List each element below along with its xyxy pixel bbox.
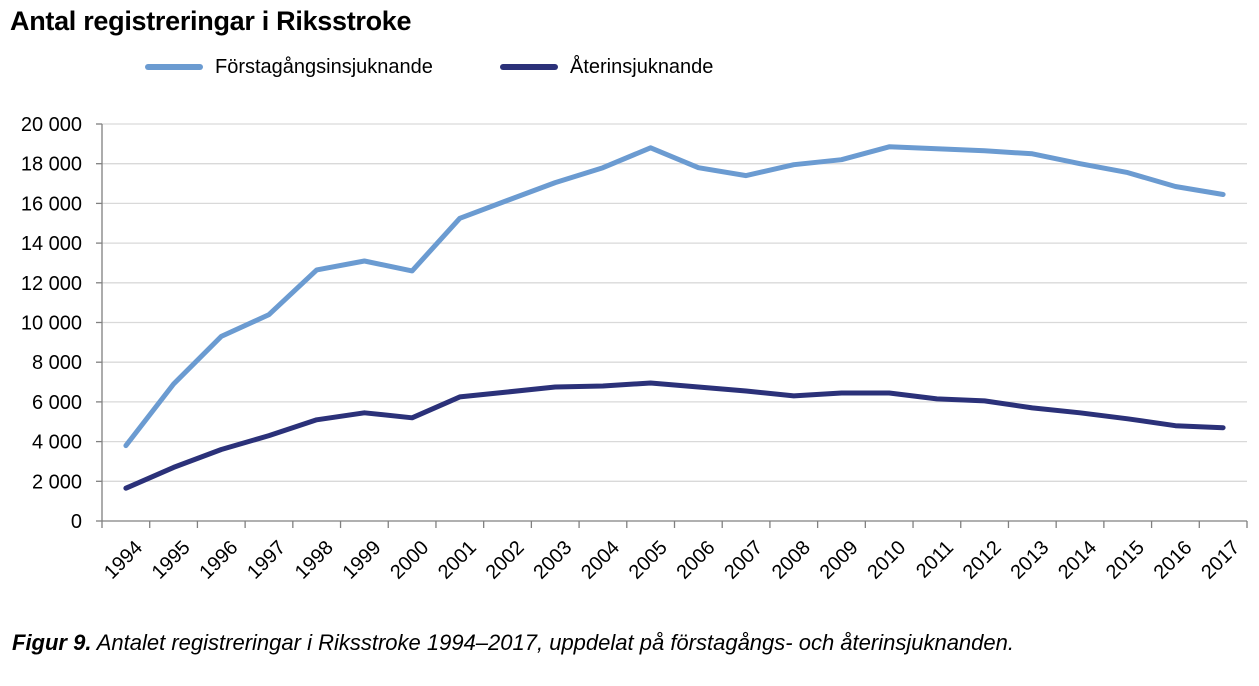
legend-label-first-time: Förstagångsinsjuknande xyxy=(215,55,433,78)
x-tick-label: 2010 xyxy=(863,537,910,584)
x-tick-label: 1996 xyxy=(195,537,242,584)
caption-label: Figur 9. xyxy=(12,630,92,655)
x-tick-label: 2012 xyxy=(959,537,1006,584)
y-tick-label: 20 000 xyxy=(21,114,82,136)
y-tick-label: 8 000 xyxy=(32,352,82,374)
x-tick-label: 2013 xyxy=(1006,537,1053,584)
y-tick-label: 12 000 xyxy=(21,273,82,295)
y-tick-label: 10 000 xyxy=(21,313,82,335)
x-tick-label: 2007 xyxy=(720,537,767,584)
series-line-0 xyxy=(123,144,1226,449)
x-tick-label: 2014 xyxy=(1054,537,1101,584)
x-tick-label: 2008 xyxy=(768,537,815,584)
y-tick-label: 14 000 xyxy=(21,233,82,255)
x-tick-label: 1994 xyxy=(100,537,147,584)
y-tick-label: 6 000 xyxy=(32,392,82,414)
legend-label-recurrent: Återinsjuknande xyxy=(570,55,714,78)
x-tick-label: 2011 xyxy=(912,537,958,583)
x-tick-label: 1995 xyxy=(148,537,195,584)
legend: Förstagångsinsjuknande Återinsjuknande xyxy=(0,52,800,82)
x-tick-label: 2017 xyxy=(1197,537,1244,584)
y-tick-label: 18 000 xyxy=(21,154,82,176)
x-tick-label: 2002 xyxy=(482,537,529,584)
x-tick-label: 2003 xyxy=(529,537,576,584)
legend-swatch-recurrent xyxy=(500,64,558,70)
legend-item-first-time: Förstagångsinsjuknande xyxy=(145,52,433,82)
x-tick-label: 1998 xyxy=(291,537,338,584)
x-tick-label: 1999 xyxy=(339,537,386,584)
y-tick-label: 0 xyxy=(71,511,82,533)
legend-item-recurrent: Återinsjuknande xyxy=(500,52,713,82)
x-tick-label: 2016 xyxy=(1150,537,1197,584)
y-tick-label: 2 000 xyxy=(32,471,82,493)
caption-text: Antalet registreringar i Riksstroke 1994… xyxy=(91,630,1014,655)
x-tick-label: 1997 xyxy=(243,537,290,584)
y-tick-label: 16 000 xyxy=(21,193,82,215)
chart-title: Antal registreringar i Riksstroke xyxy=(10,6,412,36)
figure-caption: Figur 9. Antalet registreringar i Riksst… xyxy=(12,630,1014,656)
x-tick-label: 2001 xyxy=(434,537,481,584)
x-tick-label: 2015 xyxy=(1102,537,1149,584)
legend-swatch-first-time xyxy=(145,64,203,70)
x-tick-label: 2009 xyxy=(816,537,863,584)
series-line-1 xyxy=(123,380,1226,491)
x-tick-label: 2004 xyxy=(577,537,624,584)
x-tick-label: 2005 xyxy=(625,537,672,584)
x-tick-label: 2000 xyxy=(386,537,433,584)
y-tick-label: 4 000 xyxy=(32,432,82,454)
line-chart: 0 2 000 4 000 6 000 8 000 10 000 12 000 14 000 1… xyxy=(21,114,1248,584)
x-tick-label: 2006 xyxy=(672,537,719,584)
